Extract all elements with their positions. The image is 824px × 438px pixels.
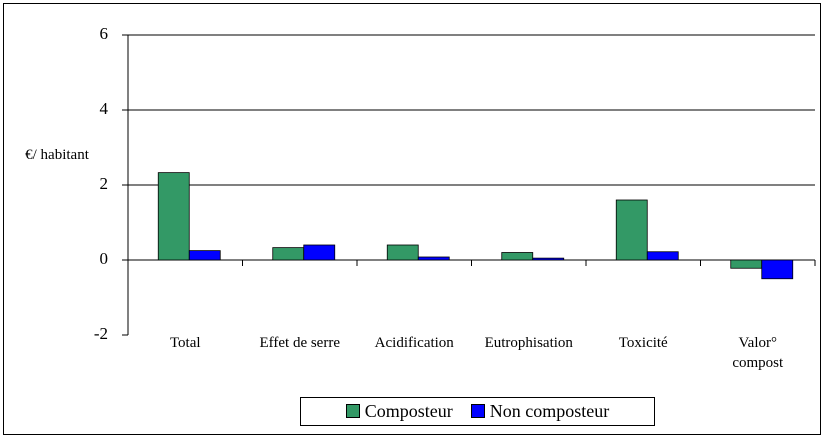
bar [303,244,336,261]
x-tick-label: Effet de serre [259,335,340,351]
legend-swatch [470,404,485,418]
bar [417,256,450,261]
legend-item: Composteur [345,401,453,422]
bar [761,259,794,280]
bar [615,199,648,261]
x-tick-label: Toxicité [618,335,668,351]
y-tick-label: 6 [100,24,109,43]
x-tick-label: Eutrophisation [484,335,573,351]
legend-label: Composteur [364,401,453,421]
chart-border [3,3,821,435]
bar [532,257,565,261]
bar [188,250,221,261]
y-tick-label: 0 [100,249,109,268]
x-tick-label: Acidification [374,335,454,351]
legend: Composteur Non composteur [300,397,655,426]
bar [501,252,534,261]
legend-label: Non composteur [489,401,610,421]
y-tick-label: 4 [100,99,109,118]
legend-swatch [345,404,360,418]
y-tick-label: -2 [94,324,108,343]
bar [730,259,763,269]
y-tick-label: 2 [100,174,109,193]
x-tick-label: Total [169,335,201,351]
bar [157,172,190,261]
y-axis-label: €/ habitant [25,147,89,163]
x-tick-label: Valor° compost [732,335,784,371]
bar [272,247,305,261]
legend-item: Non composteur [470,401,610,422]
bar [386,244,419,261]
bar [646,251,679,261]
